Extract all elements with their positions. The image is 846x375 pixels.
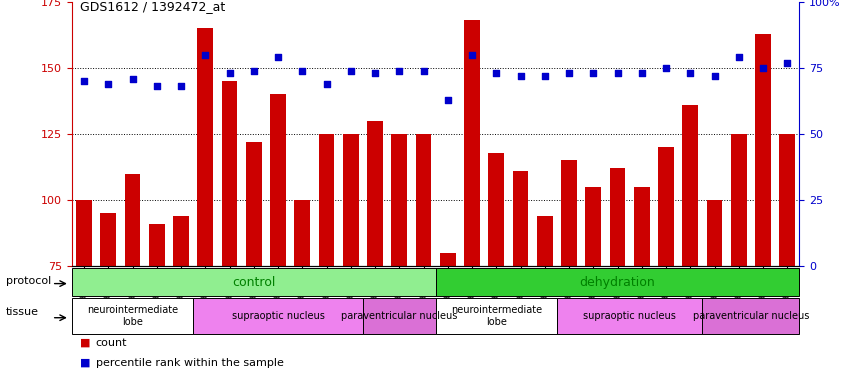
Point — [247, 68, 261, 74]
Bar — [683, 105, 698, 266]
Text: paraventricular nucleus: paraventricular nucleus — [693, 311, 809, 321]
Point — [465, 52, 479, 58]
Text: GDS1612 / 1392472_at: GDS1612 / 1392472_at — [80, 0, 226, 13]
Bar — [464, 20, 480, 266]
Text: neurointermediate
lobe: neurointermediate lobe — [87, 305, 179, 327]
Text: count: count — [96, 338, 127, 348]
Point — [732, 54, 745, 60]
Bar — [755, 34, 771, 266]
Text: supraoptic nucleus: supraoptic nucleus — [232, 311, 325, 321]
Point — [684, 70, 697, 76]
Bar — [702, 298, 799, 334]
Text: neurointermediate
lobe: neurointermediate lobe — [451, 305, 542, 327]
Bar — [634, 187, 650, 266]
Point — [538, 73, 552, 79]
Point — [150, 84, 163, 90]
Point — [611, 70, 624, 76]
Point — [393, 68, 406, 74]
Bar — [76, 200, 92, 266]
Point — [586, 70, 600, 76]
Bar — [585, 187, 602, 266]
Text: tissue: tissue — [6, 308, 39, 317]
Bar — [440, 253, 456, 266]
Bar — [363, 298, 436, 334]
Bar — [246, 142, 261, 266]
Text: paraventricular nucleus: paraventricular nucleus — [341, 311, 458, 321]
Point — [514, 73, 527, 79]
Point — [659, 65, 673, 71]
Bar — [343, 134, 359, 266]
Text: ■: ■ — [80, 338, 91, 348]
Bar — [415, 134, 431, 266]
Bar — [270, 94, 286, 266]
Text: control: control — [232, 276, 276, 289]
Text: dehydration: dehydration — [580, 276, 656, 289]
Point — [441, 97, 454, 103]
Bar — [610, 168, 625, 266]
Point — [417, 68, 431, 74]
Point — [563, 70, 576, 76]
Point — [756, 65, 770, 71]
Bar — [124, 174, 140, 266]
Point — [320, 81, 333, 87]
Point — [781, 60, 794, 66]
Text: ■: ■ — [80, 358, 91, 368]
Bar — [222, 81, 238, 266]
Point — [344, 68, 358, 74]
Point — [368, 70, 382, 76]
Point — [126, 75, 140, 81]
Bar — [513, 171, 529, 266]
Bar — [436, 298, 557, 334]
Bar — [561, 160, 577, 266]
Bar — [488, 153, 504, 266]
Bar — [149, 224, 165, 266]
Text: percentile rank within the sample: percentile rank within the sample — [96, 358, 283, 368]
Point — [490, 70, 503, 76]
Bar — [72, 268, 436, 296]
Bar — [779, 134, 795, 266]
Bar — [101, 213, 116, 266]
Bar — [193, 298, 363, 334]
Point — [295, 68, 309, 74]
Point — [199, 52, 212, 58]
Bar — [319, 134, 334, 266]
Point — [708, 73, 722, 79]
Bar — [436, 268, 799, 296]
Bar — [197, 28, 213, 266]
Point — [635, 70, 649, 76]
Point — [222, 70, 236, 76]
Text: supraoptic nucleus: supraoptic nucleus — [583, 311, 676, 321]
Point — [174, 84, 188, 90]
Point — [102, 81, 115, 87]
Bar — [72, 298, 193, 334]
Bar — [557, 298, 702, 334]
Bar — [367, 121, 383, 266]
Bar — [392, 134, 407, 266]
Bar — [658, 147, 674, 266]
Bar — [294, 200, 310, 266]
Bar — [173, 216, 189, 266]
Point — [272, 54, 285, 60]
Point — [77, 78, 91, 84]
Bar — [706, 200, 722, 266]
Bar — [731, 134, 747, 266]
Text: protocol: protocol — [6, 276, 51, 286]
Bar — [537, 216, 552, 266]
